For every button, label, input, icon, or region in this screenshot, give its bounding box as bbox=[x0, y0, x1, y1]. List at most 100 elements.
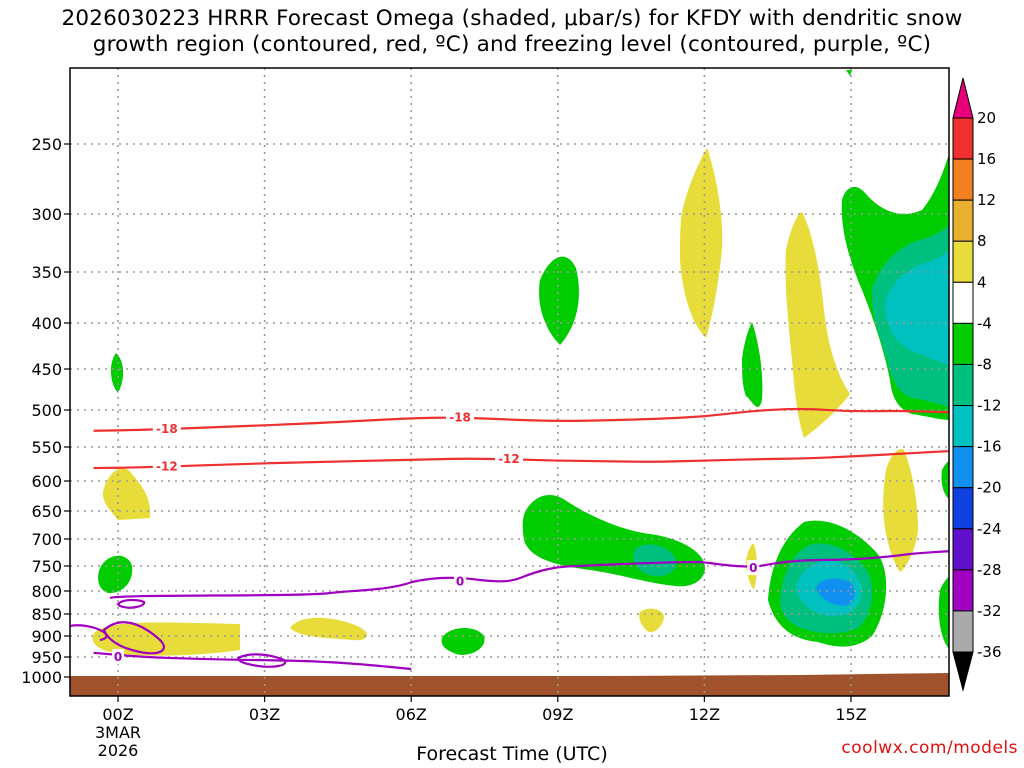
title-line-2: growth region (contoured, red, ºC) and f… bbox=[92, 32, 932, 57]
freezing-level-contour bbox=[102, 621, 165, 655]
colorbar-swatch bbox=[952, 281, 974, 324]
freezing-level-contour bbox=[116, 598, 146, 609]
plot-frame bbox=[69, 67, 950, 697]
y-tick-label: 800 bbox=[31, 582, 62, 601]
contour-label: -12 bbox=[156, 460, 178, 474]
colorbar-label: 12 bbox=[977, 191, 996, 209]
freezing-level-contour bbox=[70, 624, 108, 642]
omega-upward-area bbox=[98, 555, 133, 594]
colorbar-label: -32 bbox=[977, 602, 1002, 620]
colorbar-swatch bbox=[952, 446, 974, 489]
colorbar: 20 16 12 8 4 -4 -8 -12 -16 -20 -24 -28 -32 -36 bbox=[952, 77, 1002, 692]
colorbar-label: 8 bbox=[977, 232, 987, 250]
omega-upward-area bbox=[522, 495, 705, 587]
colorbar-label: -24 bbox=[977, 520, 1002, 538]
ground-surface bbox=[70, 673, 949, 696]
colorbar-swatch bbox=[952, 117, 974, 160]
x-axis-label: Forecast Time (UTC) bbox=[416, 743, 608, 765]
x-tick-label: 15Z bbox=[835, 705, 866, 724]
contour-label: -18 bbox=[449, 410, 471, 424]
dendritic-growth-contour bbox=[93, 449, 949, 470]
contour-label-bg bbox=[112, 649, 124, 664]
contour-label: -12 bbox=[498, 452, 520, 466]
omega-downward-area bbox=[102, 468, 151, 520]
colorbar-label: -8 bbox=[977, 355, 992, 373]
y-tick-label: 1000 bbox=[21, 668, 62, 687]
contour-label-bg bbox=[494, 451, 523, 467]
x-tick-label: 00Z bbox=[102, 705, 133, 724]
colorbar-swatch bbox=[952, 487, 974, 530]
x-tick-label: 03Z bbox=[249, 705, 280, 724]
omega-upward-area bbox=[941, 460, 949, 500]
omega-upward-area bbox=[938, 576, 949, 649]
omega-downward-area bbox=[639, 608, 664, 633]
x-tick-label: 09Z bbox=[542, 705, 573, 724]
omega-upward-area bbox=[441, 627, 485, 655]
credit-link[interactable]: coolwx.com/models bbox=[841, 738, 1018, 758]
y-axis: 250 300 350 400 450 500 550 600 650 700 750 800 850 9… bbox=[21, 135, 70, 687]
y-tick-label: 250 bbox=[31, 135, 62, 154]
colorbar-label: -4 bbox=[977, 314, 992, 332]
y-tick-label: 350 bbox=[31, 263, 62, 282]
contour-label-bg bbox=[454, 573, 467, 589]
y-tick-label: 750 bbox=[31, 557, 62, 576]
omega-downward-area bbox=[92, 622, 240, 656]
colorbar-swatch bbox=[952, 240, 974, 283]
x-date-label: 2026 bbox=[98, 741, 139, 760]
omega-upward-area bbox=[742, 322, 763, 407]
colorbar-swatch bbox=[952, 569, 974, 612]
colorbar-swatch bbox=[952, 77, 974, 119]
contour-label: 0 bbox=[114, 650, 122, 664]
colorbar-label: -16 bbox=[977, 438, 1002, 456]
colorbar-swatch bbox=[952, 528, 974, 571]
y-tick-label: 500 bbox=[31, 401, 62, 420]
colorbar-label: 4 bbox=[977, 273, 987, 291]
colorbar-label: -36 bbox=[977, 643, 1002, 661]
contour-label: -18 bbox=[156, 422, 178, 436]
colorbar-label: 16 bbox=[977, 150, 996, 168]
colorbar-swatch bbox=[952, 610, 974, 653]
colorbar-swatch bbox=[952, 651, 974, 692]
y-tick-label: 950 bbox=[31, 648, 62, 667]
omega-downward-area bbox=[883, 448, 918, 572]
omega-upward-area bbox=[539, 256, 579, 345]
colorbar-swatch bbox=[952, 363, 974, 407]
omega-upward-area bbox=[885, 250, 949, 366]
contour-label-bg bbox=[152, 458, 181, 474]
colorbar-label: -12 bbox=[977, 397, 1002, 415]
colorbar-label: -20 bbox=[977, 479, 1002, 497]
y-tick-label: 450 bbox=[31, 360, 62, 379]
contour-label-bg bbox=[152, 421, 181, 437]
x-tick-label: 06Z bbox=[396, 705, 427, 724]
omega-upward-area bbox=[846, 70, 852, 76]
omega-upward-area bbox=[110, 353, 124, 393]
y-tick-label: 550 bbox=[31, 438, 62, 457]
y-tick-label: 400 bbox=[31, 314, 62, 333]
colorbar-label: 20 bbox=[977, 109, 996, 127]
y-tick-label: 300 bbox=[31, 205, 62, 224]
y-tick-label: 600 bbox=[31, 472, 62, 491]
omega-downward-area bbox=[680, 148, 723, 338]
x-tick-label: 12Z bbox=[689, 705, 720, 724]
y-tick-label: 650 bbox=[31, 502, 62, 521]
contour-label: 0 bbox=[456, 575, 464, 589]
omega-upward-area bbox=[816, 578, 855, 606]
omega-downward-area bbox=[785, 212, 850, 438]
contour-label-bg bbox=[747, 560, 760, 575]
dendritic-growth-contour bbox=[93, 407, 949, 432]
colorbar-swatch bbox=[952, 405, 974, 448]
y-tick-label: 900 bbox=[31, 627, 62, 646]
omega-upward-area bbox=[633, 544, 677, 577]
y-tick-label: 850 bbox=[31, 605, 62, 624]
freezing-level-loops bbox=[70, 549, 949, 668]
colorbar-swatch bbox=[952, 158, 974, 201]
freezing-level-contour bbox=[109, 549, 949, 600]
colorbar-swatch bbox=[952, 199, 974, 242]
colorbar-swatch bbox=[952, 322, 974, 365]
contour-label: 0 bbox=[749, 561, 757, 575]
chart-title: 2026030223 HRRR Forecast Omega (shaded, … bbox=[0, 6, 1024, 58]
y-tick-label: 700 bbox=[31, 530, 62, 549]
omega-shading bbox=[70, 70, 949, 696]
